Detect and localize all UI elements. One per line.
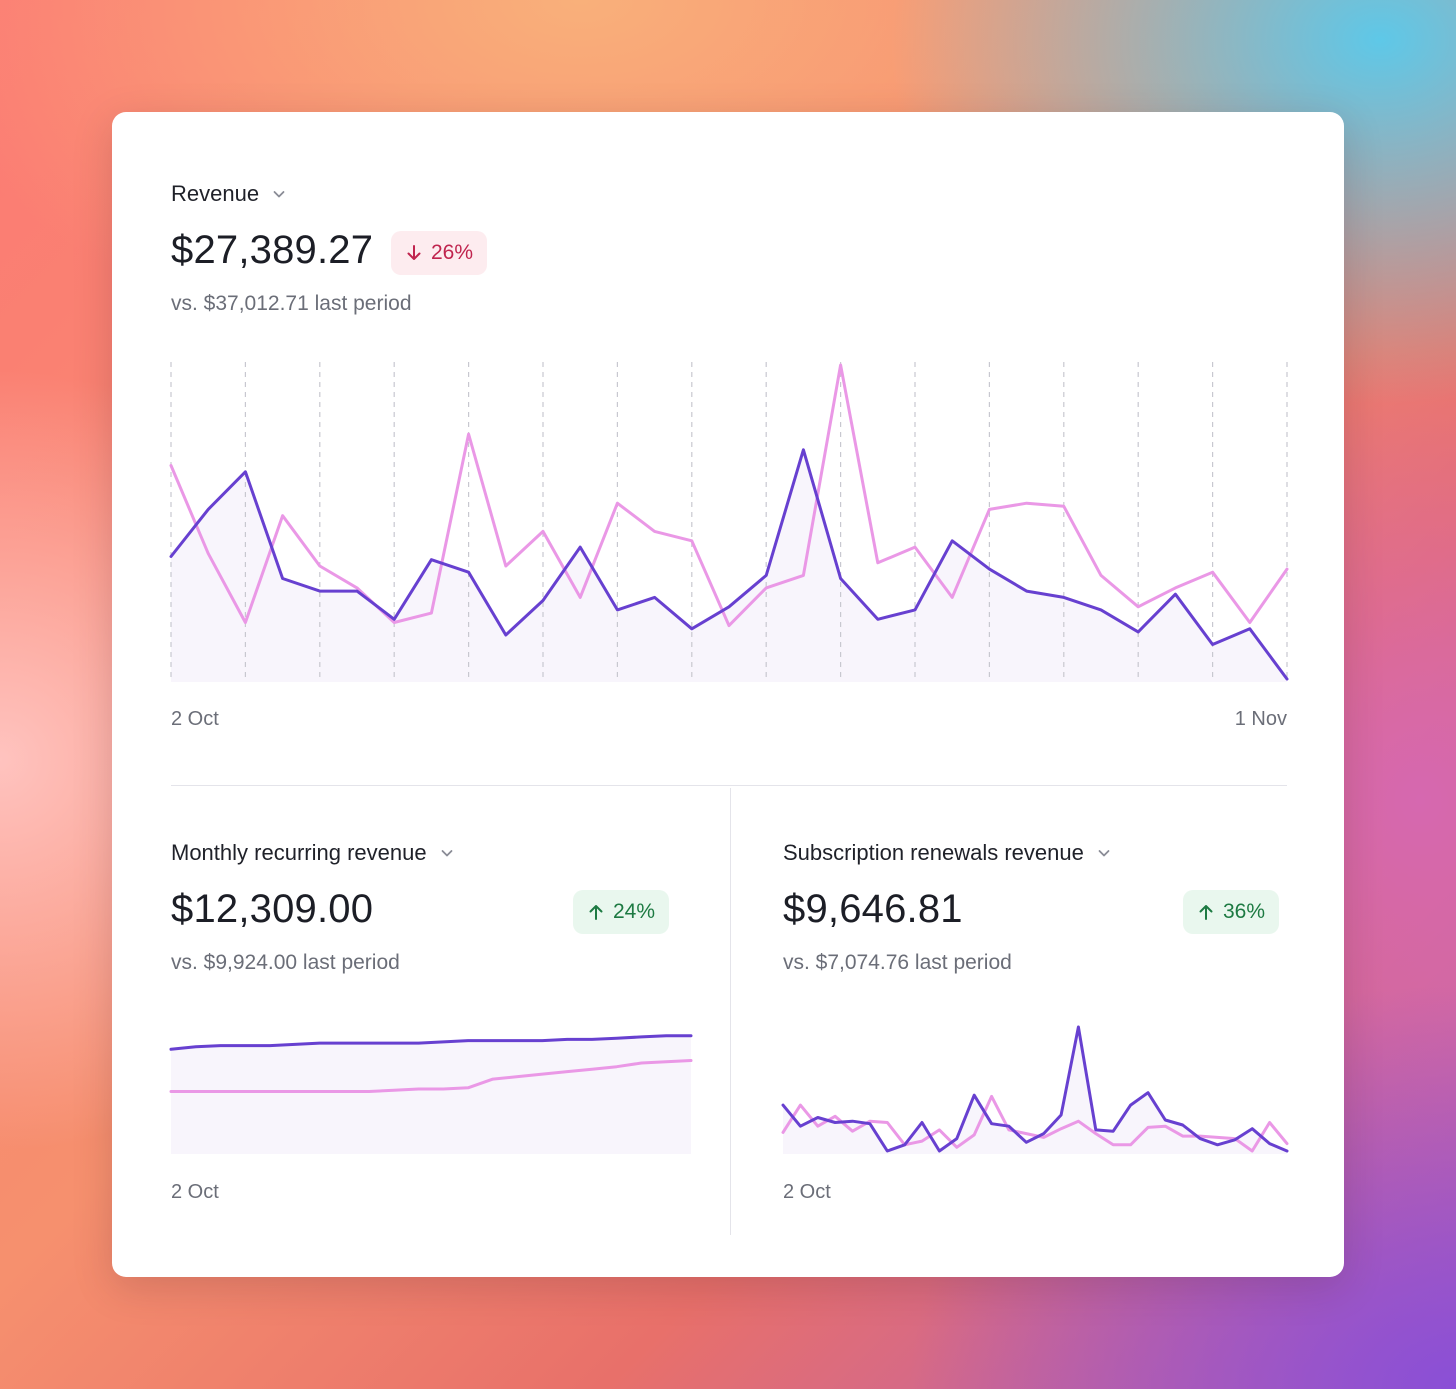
mrr-x-start-label: 2 Oct (171, 1181, 219, 1203)
revenue-card: Revenue $27,389.27 26% vs. $37,012.71 la… (112, 112, 1344, 1277)
current-period-line (781, 1025, 1289, 1153)
renewals-value: $9,646.81 (783, 887, 963, 931)
revenue-change-badge: 26% (391, 231, 488, 275)
revenue-change-value: 26% (431, 241, 474, 264)
renewals-change-value: 36% (1223, 900, 1266, 923)
mrr-metric-selector[interactable]: Monthly recurring revenue (171, 840, 455, 866)
renewals-metric-selector[interactable]: Subscription renewals revenue (783, 840, 1112, 866)
revenue-line-chart (169, 362, 1289, 682)
current-series-area (171, 449, 1287, 682)
section-divider (171, 785, 1287, 786)
arrow-up-icon (1199, 905, 1213, 920)
mrr-change-badge: 24% (573, 890, 670, 934)
mrr-value: $12,309.00 (171, 887, 374, 931)
previous-period-line (169, 363, 1289, 628)
arrow-down-icon (407, 245, 421, 260)
renewals-label: Subscription renewals revenue (783, 840, 1084, 865)
renewals-change-badge: 36% (1183, 890, 1280, 934)
chevron-down-icon (1098, 850, 1110, 857)
current-period-line (169, 1034, 693, 1051)
mrr-comparison: vs. $9,924.00 last period (171, 951, 400, 974)
revenue-comparison: vs. $37,012.71 last period (171, 292, 412, 315)
mrr-label: Monthly recurring revenue (171, 840, 427, 865)
current-period-line (169, 448, 1289, 681)
revenue-value: $27,389.27 (171, 228, 374, 272)
revenue-x-start-label: 2 Oct (171, 708, 219, 730)
revenue-label: Revenue (171, 181, 260, 206)
revenue-x-end-label: 1 Nov (1234, 708, 1287, 730)
chevron-down-icon (441, 850, 452, 857)
chevron-down-icon (273, 191, 285, 198)
renewals-line-chart (781, 1025, 1289, 1154)
mrr-change-value: 24% (613, 900, 656, 923)
previous-period-line (169, 1059, 693, 1093)
mrr-line-chart (169, 1034, 693, 1154)
renewals-x-start-label: 2 Oct (783, 1181, 831, 1203)
column-divider (730, 788, 731, 1235)
renewals-comparison: vs. $7,074.76 last period (783, 951, 1012, 974)
current-series-area (783, 1027, 1287, 1154)
revenue-metric-selector[interactable]: Revenue (171, 181, 287, 207)
arrow-up-icon (589, 905, 603, 920)
current-series-area (171, 1035, 691, 1154)
